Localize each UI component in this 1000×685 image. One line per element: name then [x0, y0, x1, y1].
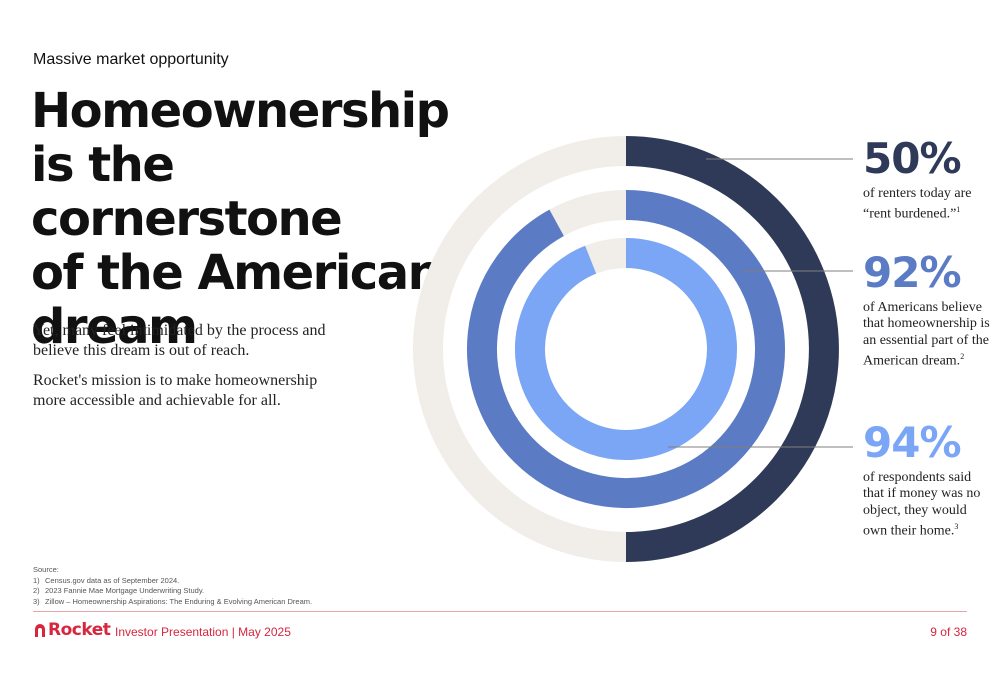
stat-value: 94% — [863, 418, 962, 467]
eyebrow-label: Massive market opportunity — [33, 51, 229, 68]
source-item: 1) Census.gov data as of September 2024. — [33, 575, 180, 585]
page-title: Homeownership is the cornerstone of the … — [31, 83, 450, 355]
rocket-logo-icon — [35, 624, 45, 637]
footer-title: Investor Presentation | May 2025 — [115, 625, 291, 639]
leader-lines-group — [668, 158, 853, 448]
stat-value: 50% — [863, 134, 962, 183]
sources: Source: 1) Census.gov data as of Septembe… — [33, 565, 312, 607]
rocket-logo-text: Rocket — [48, 620, 111, 640]
rocket-logo: Rocket — [33, 620, 111, 640]
rings-group — [413, 136, 839, 562]
stat-respondents: 94% of respondents said that if money wa… — [863, 420, 993, 540]
stat-description: of respondents said that if money was no… — [863, 470, 981, 539]
source-item: 3) Zillow – Homeownership Aspirations: Th… — [33, 596, 313, 606]
stat-renters: 50% of renters today are “rent burdened.… — [863, 136, 993, 223]
body-paragraph-2: Rocket's mission is to make homeownershi… — [33, 372, 318, 409]
page-number: 9 of 38 — [930, 625, 967, 639]
ring-bar-92pct — [467, 190, 785, 508]
stat-description: of Americans believe that homeownership … — [863, 300, 990, 369]
stat-description: of renters today are “rent burdened.”1 — [863, 186, 972, 223]
stat-value: 92% — [863, 248, 962, 297]
sources-title: Source: — [33, 565, 59, 574]
ring-bar-50pct — [625, 136, 839, 562]
body-paragraph-1: Yet, many feel intimidated by the proces… — [33, 322, 326, 359]
source-item: 2) 2023 Fannie Mae Mortgage Underwriting … — [33, 586, 205, 596]
footer-divider — [33, 611, 967, 612]
stat-americans: 92% of Americans believe that homeowners… — [863, 250, 993, 370]
ring-bar-94pct — [515, 238, 737, 460]
